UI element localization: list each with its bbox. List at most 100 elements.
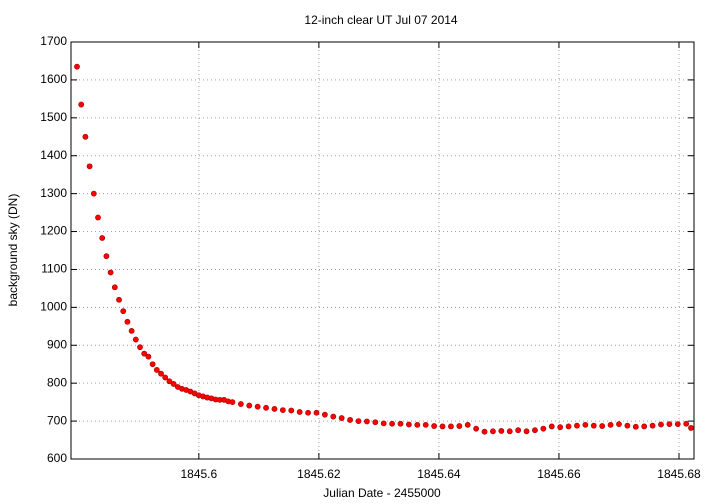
- point: [641, 423, 648, 430]
- point: [414, 421, 421, 428]
- point: [616, 421, 622, 428]
- point: [431, 423, 438, 429]
- y-tick-label: 1100: [41, 262, 67, 276]
- point: [557, 424, 564, 431]
- point: [237, 401, 244, 407]
- point: [124, 318, 131, 325]
- point: [473, 425, 480, 432]
- point: [90, 190, 97, 197]
- point: [490, 428, 496, 435]
- point: [78, 101, 85, 108]
- point: [120, 308, 127, 315]
- point: [590, 422, 597, 429]
- point: [82, 133, 89, 140]
- point: [229, 399, 236, 406]
- point: [103, 253, 110, 260]
- point: [111, 284, 118, 291]
- point: [515, 427, 522, 434]
- point: [355, 418, 362, 424]
- x-tick-label: 1845.66: [537, 467, 581, 481]
- y-tick-label: 1700: [40, 34, 67, 48]
- point: [582, 421, 589, 428]
- point: [95, 214, 101, 221]
- point: [271, 406, 278, 412]
- point: [574, 422, 580, 429]
- x-tick-label: 1845.68: [657, 467, 701, 481]
- point: [523, 428, 530, 435]
- point: [532, 427, 538, 434]
- point: [137, 344, 143, 351]
- point: [338, 415, 345, 421]
- point: [170, 381, 177, 387]
- point: [498, 428, 505, 434]
- point: [132, 336, 139, 343]
- point: [688, 425, 694, 431]
- point: [448, 423, 454, 430]
- point: [506, 428, 513, 435]
- point: [162, 374, 169, 381]
- y-tick-label: 1400: [40, 148, 67, 162]
- point: [263, 404, 269, 411]
- point: [599, 423, 606, 429]
- x-tick-label: 1845.62: [297, 467, 341, 481]
- y-tick-label: 700: [47, 413, 67, 427]
- point: [624, 422, 631, 429]
- point: [313, 409, 320, 416]
- point: [99, 235, 106, 241]
- point: [565, 423, 572, 430]
- point: [372, 419, 379, 426]
- point: [107, 269, 114, 276]
- point: [86, 163, 93, 170]
- y-tick-label: 800: [47, 375, 67, 389]
- point: [464, 421, 471, 428]
- point: [145, 353, 152, 360]
- point: [305, 409, 311, 416]
- point: [288, 407, 295, 414]
- point: [254, 403, 261, 410]
- x-tick-label: 1845.6: [180, 467, 217, 481]
- point: [632, 423, 639, 430]
- point: [330, 413, 337, 420]
- point: [128, 327, 135, 334]
- y-tick-label: 1300: [40, 186, 67, 200]
- point: [658, 421, 664, 428]
- chart-title: 12-inch clear UT Jul 07 2014: [304, 13, 458, 27]
- point: [363, 418, 370, 425]
- point: [548, 423, 555, 430]
- point: [116, 296, 122, 303]
- y-tick-label: 1500: [40, 110, 67, 124]
- point: [74, 63, 80, 70]
- point: [141, 350, 148, 357]
- point: [347, 417, 353, 423]
- point: [166, 378, 173, 385]
- point: [406, 421, 412, 428]
- point: [683, 420, 690, 427]
- y-tick-label: 600: [47, 451, 67, 465]
- plot-frame: [70, 41, 695, 460]
- point: [296, 409, 303, 415]
- point: [456, 423, 463, 429]
- point: [321, 411, 328, 418]
- point: [389, 420, 396, 427]
- point: [380, 420, 387, 427]
- y-tick-label: 1200: [40, 224, 67, 238]
- point: [666, 421, 673, 428]
- point: [153, 367, 160, 373]
- point: [158, 370, 164, 377]
- y-tick-label: 900: [47, 337, 67, 351]
- x-tick-label: 1845.64: [417, 467, 461, 481]
- point: [149, 361, 156, 368]
- point: [540, 425, 547, 432]
- x-axis-label: Julian Date - 2455000: [323, 486, 441, 500]
- point: [422, 421, 429, 428]
- point: [397, 420, 404, 427]
- point: [607, 421, 614, 428]
- point: [246, 402, 253, 409]
- point: [279, 407, 286, 413]
- point: [649, 422, 656, 429]
- point: [674, 421, 681, 428]
- point: [481, 428, 488, 435]
- point: [439, 423, 446, 430]
- y-axis-label: background sky (DN): [6, 194, 20, 307]
